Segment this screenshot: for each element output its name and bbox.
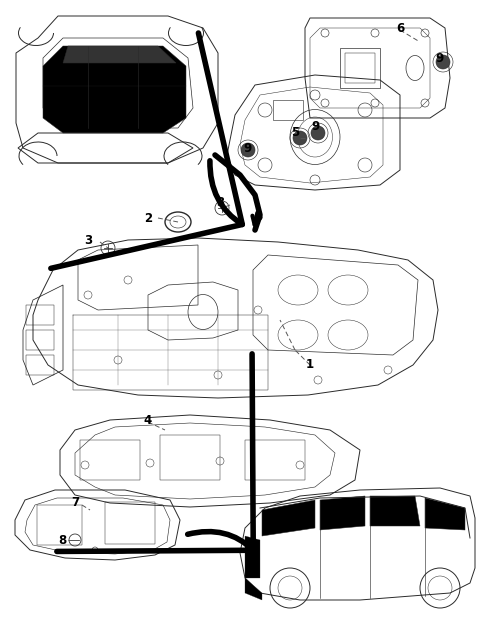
Text: 2: 2 xyxy=(144,212,152,224)
Polygon shape xyxy=(63,46,176,63)
Circle shape xyxy=(241,143,255,157)
Polygon shape xyxy=(245,578,262,600)
Text: 5: 5 xyxy=(291,127,299,139)
Text: 7: 7 xyxy=(71,496,79,508)
Circle shape xyxy=(436,55,450,69)
Text: 3: 3 xyxy=(84,233,92,247)
Circle shape xyxy=(311,126,325,140)
Polygon shape xyxy=(43,46,186,133)
Text: 4: 4 xyxy=(144,413,152,427)
Polygon shape xyxy=(320,496,365,530)
Text: 9: 9 xyxy=(312,119,320,133)
Polygon shape xyxy=(370,496,420,526)
Polygon shape xyxy=(245,536,260,578)
Polygon shape xyxy=(425,498,465,530)
Text: 1: 1 xyxy=(306,358,314,372)
Text: 9: 9 xyxy=(243,141,251,155)
Text: 9: 9 xyxy=(436,51,444,65)
Text: 3: 3 xyxy=(216,195,224,209)
Polygon shape xyxy=(262,500,315,536)
Circle shape xyxy=(293,131,307,145)
Text: 6: 6 xyxy=(396,22,404,34)
Text: 8: 8 xyxy=(58,533,66,547)
